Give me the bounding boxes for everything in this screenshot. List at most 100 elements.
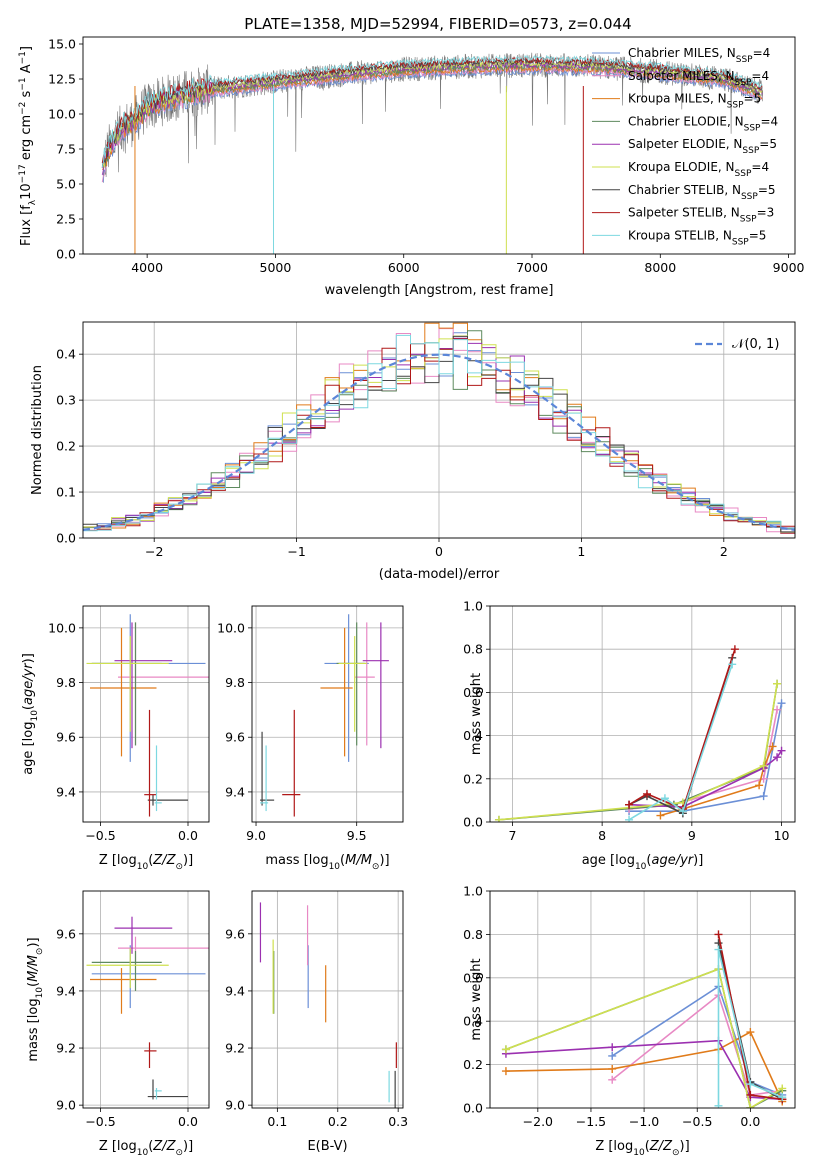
x-tick-label: 0.2 [328,1114,348,1129]
errorbar-chabrier-stelib [147,1079,188,1100]
y-tick-label: 9.6 [225,730,245,745]
y-tick-label: 9.4 [225,983,245,998]
series-marker [678,807,687,816]
series-marker [656,811,665,820]
x-tick-label: 5000 [260,260,292,275]
x-tick-label: 10 [774,828,790,843]
y-tick-label: 0.4 [463,728,483,743]
axes-frame [489,890,796,1109]
series-line [628,648,736,811]
plot-area [252,891,403,1108]
series-marker [730,645,739,654]
x-tick-label: −2.0 [523,1114,553,1129]
series-marker [755,781,764,790]
y-tick-label: 0.2 [463,771,483,786]
series-marker [608,1075,617,1084]
y-axis-label: mass weight [469,673,484,755]
x-tick-label: 7000 [516,260,548,275]
y-tick-label: 9.0 [56,1098,76,1113]
series-marker [759,792,768,801]
legend-entry: Chabrier ELODIE, NSSP=4 [628,114,778,133]
x-tick-label: 0 [435,544,443,559]
y-tick-label: 10.0 [217,620,245,635]
y-tick-label: 9.4 [56,983,76,998]
series-kroupa-elodie [494,679,782,822]
series-marker [608,1051,617,1060]
errorbar-chabrier-elodie [336,622,365,746]
x-tick-label: 1 [577,544,585,559]
model-spectrum-kroupa-miles [101,64,763,170]
y-axis-label: Normed distribution [30,365,45,495]
series-marker [714,930,723,939]
x-tick-label: 8000 [644,260,676,275]
x-tick-label: −0.5 [682,1114,712,1129]
y-tick-label: 0.8 [463,927,483,942]
x-tick-label: 7 [508,828,516,843]
weight-lines [501,930,787,1108]
x-tick-label: 0.3 [388,1114,408,1129]
plot-area [83,606,209,822]
series-line [611,985,783,1096]
histograms [83,322,795,534]
series-marker [608,1064,617,1073]
y-tick-label: 0.8 [463,642,483,657]
x-axis-label: Z [log10(Z/Z⊙)] [99,1139,193,1158]
errorbar-chabrier-miles [91,945,206,1009]
errorbar-salpeter-stelib [144,709,157,817]
mass-weight-vs-age-panel: 7 8 9 10 0.0 0.2 0.4 0.6 0.8 1.0 age [log10(age/yr… [463,599,796,872]
y-tick-label: 1.0 [463,884,483,899]
series-marker [494,815,503,822]
axes-frame [489,605,796,823]
normal-reference-curve [83,353,795,531]
series-marker [642,789,651,798]
series-marker [501,1045,510,1054]
series-line [628,664,733,821]
figure-title: PLATE=1358, MJD=52994, FIBERID=0573, z=0… [244,15,631,33]
legend-entry: Kroupa MILES, NSSP=5 [628,92,761,111]
series-marker [746,1028,755,1037]
errorbar-kroupa-stelib [154,745,162,812]
series-marker [501,1067,510,1076]
legend: 𝒩(0, 1) [695,337,779,352]
x-tick-label: 0.1 [267,1114,287,1129]
axes-frame [82,890,210,1109]
series-marker [625,800,634,809]
series-marker [660,794,669,803]
y-tick-label: 0.4 [56,347,76,362]
series-kroupa-elodie [501,965,787,1108]
model-spectrum-kroupa-stelib [101,54,763,168]
plot-area [490,605,795,823]
errorbar-kroupa-stelib [260,745,269,812]
errorbar-kroupa-elodie [338,636,367,732]
legend-entry: Salpeter ELODIE, NSSP=5 [628,137,777,156]
y-tick-label: 12.5 [48,72,76,87]
legend-entry: Kroupa STELIB, NSSP=5 [628,228,766,247]
y-tick-label: 0.1 [56,485,76,500]
y-tick-label: 9.0 [225,1098,245,1113]
x-tick-label: −1.0 [629,1114,659,1129]
y-tick-label: 5.0 [56,177,76,192]
series-marker [773,753,782,762]
model-spectrum-salpeter-miles [101,66,763,183]
y-tick-label: 1.0 [463,599,483,614]
series-line [498,683,778,821]
errorbar-salpeter-miles [354,622,375,746]
series-marker [625,815,634,822]
series-marker [728,660,737,669]
x-tick-label: 4000 [131,260,163,275]
axes-frame [251,890,404,1109]
x-tick-label: 8 [598,828,606,843]
y-tick-label: 7.5 [56,142,76,157]
axes-frame [251,605,404,823]
x-tick-label: 0.0 [740,1114,760,1129]
error-bars [86,916,209,1100]
y-tick-label: 9.8 [56,675,76,690]
x-tick-label: 9000 [773,260,805,275]
legend-entry: Salpeter MILES, NSSP=4 [628,69,769,88]
x-tick-label: 0.0 [178,1114,198,1129]
y-tick-label: 15.0 [48,37,76,52]
series-line [717,949,783,1106]
histogram-kroupa-stelib [83,334,795,532]
y-axis-label: Flux [fλ10−17 erg cm−2 s−1 A−1] [18,46,38,246]
